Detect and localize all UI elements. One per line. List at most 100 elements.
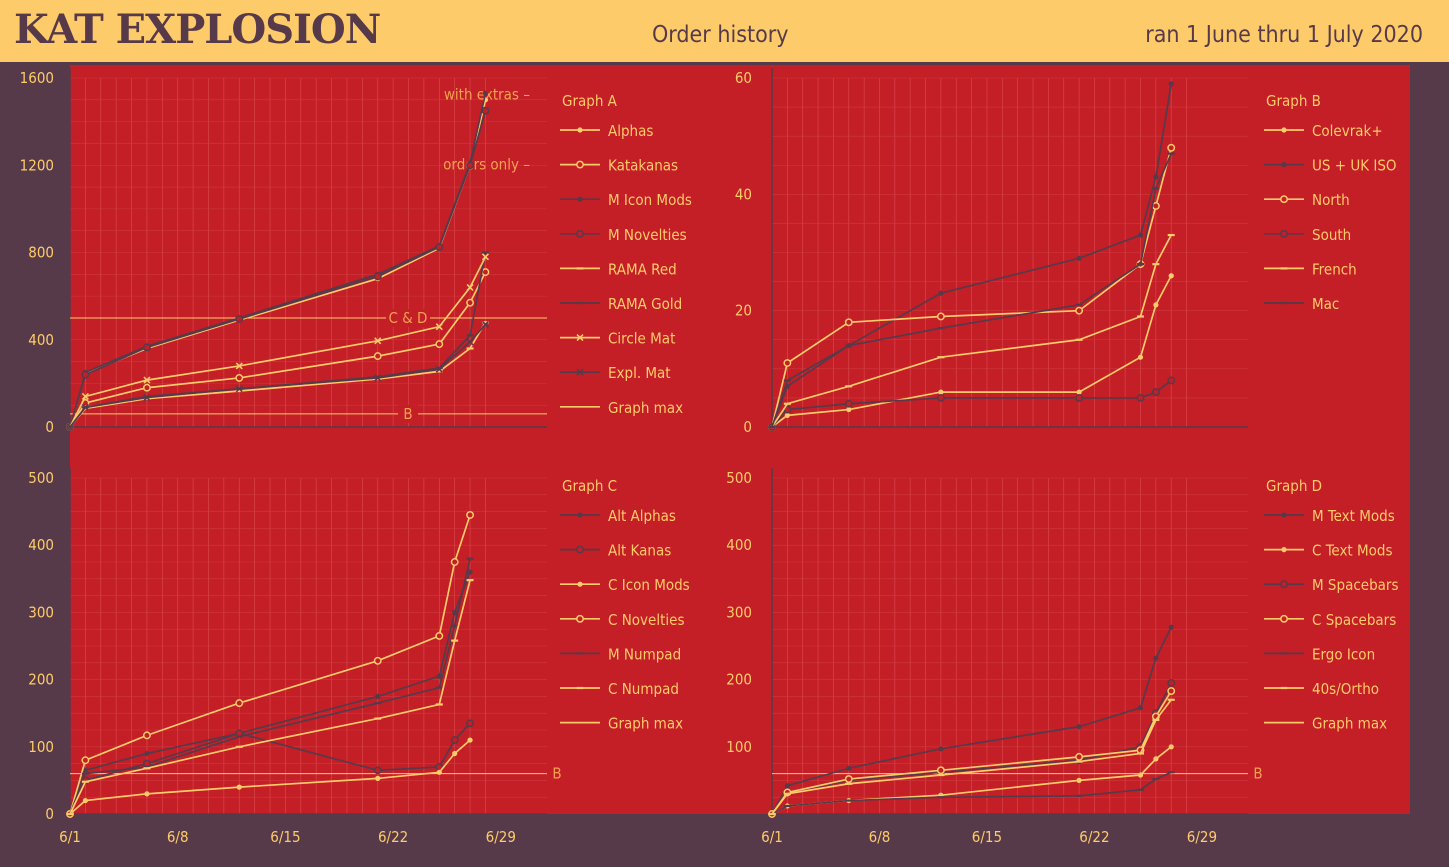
marker-stroke bbox=[466, 283, 474, 291]
data-point bbox=[1168, 624, 1174, 630]
data-point bbox=[576, 614, 584, 623]
legend-label: Katakanas bbox=[608, 157, 678, 175]
data-point bbox=[577, 581, 583, 587]
legend-label: US + UK ISO bbox=[1312, 157, 1397, 175]
legend-entry: Alphas bbox=[560, 122, 653, 140]
y-tick-label: 60 bbox=[735, 69, 752, 87]
data-point bbox=[466, 511, 475, 519]
x-tick-label: 6/1 bbox=[59, 828, 81, 846]
legend-label: Circle Mat bbox=[608, 330, 675, 348]
y-tick-label: 40 bbox=[735, 185, 752, 203]
data-point bbox=[1280, 580, 1288, 589]
data-point bbox=[576, 545, 584, 554]
legend-label: C Numpad bbox=[608, 680, 679, 698]
reference-line-label: B bbox=[403, 405, 412, 423]
legend-entry: C Icon Mods bbox=[560, 576, 690, 594]
legend-label: RAMA Gold bbox=[608, 295, 682, 313]
data-point bbox=[467, 737, 473, 743]
legend-label: C Novelties bbox=[608, 611, 684, 629]
series-line bbox=[69, 739, 471, 815]
data-point bbox=[1280, 229, 1288, 238]
reference-label-bg bbox=[386, 308, 430, 327]
series-us-uk-iso bbox=[769, 81, 1174, 430]
y-tick-label: 0 bbox=[45, 805, 54, 823]
data-point bbox=[81, 756, 90, 765]
series-c-spacebars bbox=[768, 687, 1176, 818]
data-point bbox=[938, 290, 944, 296]
data-point bbox=[1075, 393, 1084, 402]
legend-title: Graph A bbox=[562, 92, 618, 110]
data-point bbox=[577, 512, 583, 518]
data-point bbox=[1076, 777, 1082, 784]
legend-title: Graph D bbox=[1266, 477, 1322, 495]
legend-entry: Expl. Mat bbox=[560, 364, 671, 382]
data-point bbox=[844, 775, 853, 784]
data-point bbox=[235, 373, 244, 382]
legend-entry: French bbox=[1264, 260, 1357, 278]
legend-label: C Spacebars bbox=[1312, 611, 1396, 629]
legend-label: M Novelties bbox=[608, 226, 687, 244]
legend-entry: 40s/Ortho bbox=[1264, 680, 1379, 698]
data-point bbox=[452, 750, 458, 757]
series-c-numpad bbox=[66, 579, 474, 816]
data-point bbox=[1281, 512, 1287, 518]
marker-stroke bbox=[481, 320, 490, 329]
legend-title: Graph C bbox=[562, 477, 617, 495]
series-c-novelties bbox=[66, 511, 475, 818]
legend-entry: M Novelties bbox=[560, 226, 687, 244]
data-point bbox=[576, 229, 584, 238]
x-tick-label: 6/1 bbox=[761, 828, 783, 846]
data-point bbox=[1075, 306, 1084, 315]
gridlines bbox=[69, 477, 547, 815]
data-point bbox=[466, 338, 474, 346]
legend-label: Graph max bbox=[1312, 715, 1387, 733]
x-tick-label: 6/8 bbox=[167, 828, 189, 846]
legend-label: 40s/Ortho bbox=[1312, 680, 1379, 698]
graph-b: 0 20 40 60 Colevrak+ US + UK ISO North South Fre… bbox=[735, 68, 1397, 436]
data-point bbox=[82, 797, 88, 804]
y-tick-label: 500 bbox=[28, 469, 54, 487]
reference-label-bg bbox=[547, 764, 567, 783]
marker-stroke bbox=[576, 368, 584, 376]
x-tick-label: 6/15 bbox=[270, 828, 300, 846]
data-point bbox=[576, 160, 584, 169]
series-expl-mat bbox=[66, 320, 490, 431]
legend-entry: M Numpad bbox=[560, 645, 681, 663]
legend-label: C Text Mods bbox=[1312, 542, 1393, 560]
data-point bbox=[373, 352, 382, 361]
x-tick-label: 6/8 bbox=[869, 828, 891, 846]
legend-entry: Alt Kanas bbox=[560, 542, 671, 560]
legend-entry: Katakanas bbox=[560, 157, 678, 175]
reference-line-label: B bbox=[552, 765, 561, 783]
legend-entry: C Numpad bbox=[560, 680, 679, 698]
legend-label: Expl. Mat bbox=[608, 364, 671, 382]
x-tick-label: 6/29 bbox=[486, 828, 516, 846]
page-header: KAT EXPLOSION Order history ran 1 June t… bbox=[0, 0, 1449, 62]
data-point bbox=[373, 766, 382, 775]
marker-stroke bbox=[466, 338, 474, 346]
data-point bbox=[784, 783, 790, 789]
data-point bbox=[1168, 81, 1174, 87]
series-line bbox=[69, 256, 487, 428]
legend-label: French bbox=[1312, 260, 1357, 278]
legend-entry: Circle Mat bbox=[560, 330, 675, 348]
legend-entry: Graph max bbox=[560, 399, 683, 417]
data-point bbox=[375, 693, 381, 700]
marker-stroke bbox=[143, 376, 151, 384]
brand-logo: KAT EXPLOSION bbox=[14, 6, 381, 53]
data-point bbox=[1137, 772, 1144, 778]
data-point bbox=[466, 283, 474, 291]
data-point bbox=[81, 392, 89, 401]
series-south bbox=[768, 376, 1176, 431]
series-40s-ortho bbox=[768, 698, 1175, 816]
data-point bbox=[82, 767, 88, 773]
y-tick-label: 0 bbox=[45, 418, 54, 436]
data-point bbox=[784, 412, 790, 418]
data-point bbox=[936, 766, 945, 775]
series-line bbox=[69, 722, 471, 815]
x-tick-label: 6/29 bbox=[1187, 828, 1217, 846]
x-tick-label: 6/22 bbox=[378, 828, 408, 846]
legend-label: M Spacebars bbox=[1312, 576, 1398, 594]
legend-entry: C Novelties bbox=[560, 611, 684, 629]
